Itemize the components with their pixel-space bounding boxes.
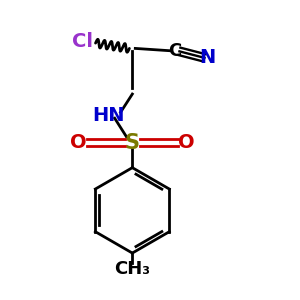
Text: N: N — [199, 48, 215, 67]
Text: O: O — [70, 133, 86, 152]
Text: Cl: Cl — [72, 32, 93, 51]
Text: HN: HN — [92, 106, 125, 125]
Text: C: C — [168, 42, 182, 60]
Text: S: S — [125, 133, 140, 153]
Text: CH₃: CH₃ — [114, 260, 150, 278]
Text: O: O — [178, 133, 195, 152]
